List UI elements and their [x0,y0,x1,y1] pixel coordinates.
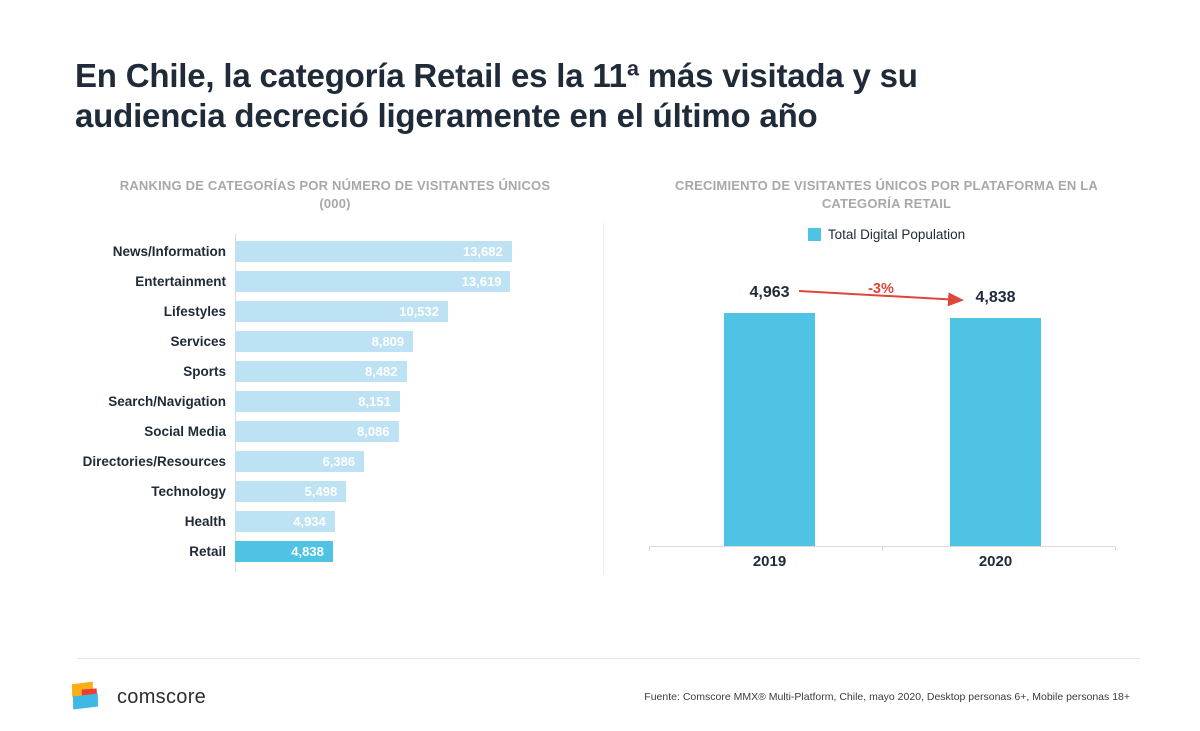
growth-chart-title-line2: CATEGORÍA RETAIL [821,195,952,211]
axis-tick [882,547,883,552]
bar-row: News/Information 13,682 [75,236,595,266]
bar-value: 4,934 [293,513,326,529]
bar-value: 13,682 [462,243,503,259]
legend-swatch-icon [807,227,821,241]
bar: 6,386 [235,450,365,472]
bar-track: 4,934 [235,510,595,532]
bar-row: Sports 8,482 [75,356,595,386]
growth-chart-panel: CRECIMIENTO DE VISITANTES ÚNICOS POR PLA… [644,177,1129,575]
bar: 4,838 [235,540,333,562]
bar-track: 8,482 [235,360,595,382]
category-label: Health [184,513,226,529]
bar-row: Directories/Resources 6,386 [75,446,595,476]
x-axis-line [649,546,1115,548]
category-label: Lifestyles [163,303,226,319]
bar: 5,498 [235,480,347,502]
bar-value: 8,809 [371,333,405,349]
bar-row: Entertainment 13,619 [75,266,595,296]
comscore-logo-icon [70,679,106,715]
page-title-line2: audiencia decreció ligeramente en el últ… [75,96,818,134]
x-axis-label: 2020 [978,553,1013,571]
bar-value: 8,086 [356,423,390,439]
ranking-bar-chart: News/Information 13,682 Entertainment 13,61… [75,234,595,573]
bar-row: Technology 5,498 [75,476,595,506]
bar-track: 5,498 [235,480,595,502]
decline-arrow-icon [798,290,964,307]
legend: Total Digital Population [644,225,1129,243]
bar-track: 13,682 [235,240,595,262]
footer-divider [77,658,1140,659]
bar-value: 10,532 [399,303,439,319]
bar-track: 4,838 [235,540,595,562]
bar-row: Lifestyles 10,532 [75,296,595,326]
page-title-line1: En Chile, la categoría Retail es la 11ª … [75,57,918,94]
growth-chart-title-line1: CRECIMIENTO DE VISITANTES ÚNICOS POR PLA… [674,178,1098,194]
axis-tick [1115,547,1116,552]
growth-chart-title: CRECIMIENTO DE VISITANTES ÚNICOS POR PLA… [644,177,1129,212]
bar-track: 6,386 [235,450,595,472]
bar: 13,619 [235,270,511,292]
ranking-chart-panel: RANKING DE CATEGORÍAS POR NÚMERO DE VISI… [75,177,595,573]
comscore-wordmark: comscore [117,685,207,708]
bar-row: Search/Navigation 8,151 [75,386,595,416]
bar-row: Services 8,809 [75,326,595,356]
charts-row: RANKING DE CATEGORÍAS POR NÚMERO DE VISI… [0,177,1200,576]
footer: comscore Fuente: Comscore MMX® Multi-Pla… [70,679,1130,715]
slide: En Chile, la categoría Retail es la 11ª … [0,56,1200,731]
axis-tick [649,547,650,552]
ranking-chart-title-line1: RANKING DE CATEGORÍAS POR NÚMERO DE VISI… [119,178,551,194]
category-label: Sports [183,363,226,379]
ranking-chart-title: RANKING DE CATEGORÍAS POR NÚMERO DE VISI… [75,177,595,212]
column-bar: 4,838 [950,289,1041,547]
bar-value: 4,838 [291,543,324,559]
bar-track: 8,809 [235,330,595,352]
category-label: Directories/Resources [82,453,226,469]
x-axis-labels: 2019 2020 [644,553,1129,575]
bar: 8,809 [235,330,414,352]
bar-row: Retail 4,838 [75,536,595,566]
category-label: Retail [189,543,226,559]
bar-track: 13,619 [235,270,595,292]
change-percent-label: -3% [868,281,894,298]
bar-value: 8,151 [358,393,391,409]
category-label: Technology [151,483,226,499]
category-label: News/Information [112,243,226,259]
bar-value: 5,498 [304,483,338,499]
bar-row: Social Media 8,086 [75,416,595,446]
category-label: Social Media [144,423,226,439]
category-label: Entertainment [135,273,226,289]
legend-label: Total Digital Population [827,226,966,242]
logo-blue-shape [72,693,99,710]
column-value-label: 4,838 [975,289,1016,307]
comscore-logo: comscore [70,679,206,715]
bar: 10,532 [235,300,448,322]
column-bar: 4,963 [724,284,815,547]
bar-value: 6,386 [322,453,356,469]
bar-value: 13,619 [461,273,502,289]
x-axis-label: 2019 [752,553,787,571]
growth-column-chart: -3% 4,963 4,838 [644,248,1129,552]
column-value-label: 4,963 [749,283,790,301]
bar-track: 10,532 [235,300,595,322]
bar: 8,151 [235,390,400,412]
bar: 8,086 [235,420,399,442]
category-label: Search/Navigation [108,393,226,409]
page-title: En Chile, la categoría Retail es la 11ª … [75,56,1140,135]
bar: 4,934 [235,510,335,532]
source-note: Fuente: Comscore MMX® Multi-Platform, Ch… [644,691,1130,703]
bar-value: 8,482 [364,363,398,379]
category-label: Services [170,333,226,349]
bar: 13,682 [235,240,512,262]
bar: 8,482 [235,360,407,382]
bar-track: 8,086 [235,420,595,442]
panel-divider [603,223,604,576]
bar-row: Health 4,934 [75,506,595,536]
ranking-chart-title-line2: (000) [319,195,351,211]
bar-track: 8,151 [235,390,595,412]
